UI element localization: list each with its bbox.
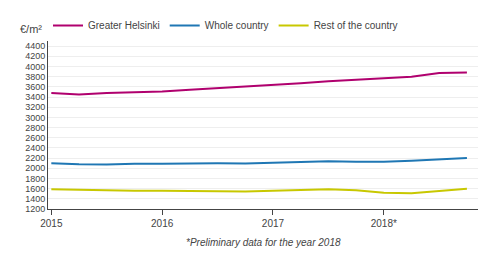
- svg-text:3400: 3400: [25, 92, 45, 102]
- svg-text:4000: 4000: [25, 62, 45, 72]
- svg-text:4200: 4200: [25, 51, 45, 61]
- svg-text:3600: 3600: [25, 82, 45, 92]
- svg-text:2016: 2016: [151, 218, 174, 229]
- svg-text:1200: 1200: [25, 204, 45, 214]
- svg-text:3200: 3200: [25, 102, 45, 112]
- svg-text:2600: 2600: [25, 133, 45, 143]
- svg-text:Greater Helsinki: Greater Helsinki: [88, 20, 160, 31]
- svg-text:1400: 1400: [25, 194, 45, 204]
- svg-text:2017: 2017: [262, 218, 285, 229]
- svg-text:2000: 2000: [25, 163, 45, 173]
- svg-text:€/m²: €/m²: [20, 23, 42, 35]
- svg-text:2015: 2015: [40, 218, 63, 229]
- svg-text:3800: 3800: [25, 72, 45, 82]
- svg-text:3000: 3000: [25, 113, 45, 123]
- svg-text:Rest of the country: Rest of the country: [314, 20, 398, 31]
- svg-text:*Preliminary data for the year: *Preliminary data for the year 2018: [186, 237, 341, 248]
- svg-text:Whole country: Whole country: [205, 20, 269, 31]
- svg-text:2018*: 2018*: [371, 218, 397, 229]
- svg-text:1800: 1800: [25, 174, 45, 184]
- svg-text:4400: 4400: [25, 41, 45, 51]
- svg-text:1600: 1600: [25, 184, 45, 194]
- svg-text:2800: 2800: [25, 123, 45, 133]
- svg-text:2400: 2400: [25, 143, 45, 153]
- svg-text:2200: 2200: [25, 153, 45, 163]
